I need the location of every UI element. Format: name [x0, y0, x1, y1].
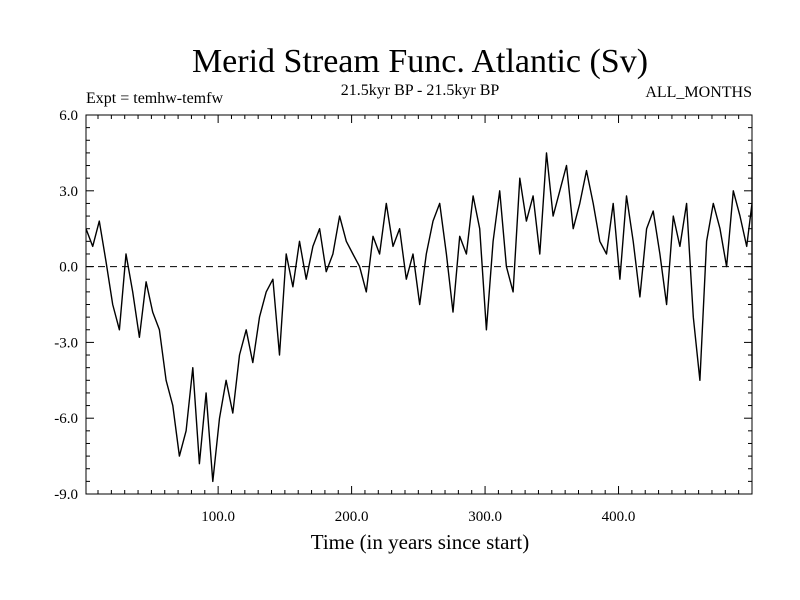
- x-axis-label: Time (in years since start): [311, 530, 530, 554]
- series-line: [85, 152, 753, 483]
- y-tick-label: -3.0: [54, 335, 78, 351]
- y-tick-label: 0.0: [59, 260, 78, 276]
- y-tick-label: 6.0: [59, 108, 78, 124]
- plot-area: -9.0 -6.0 -3.0 0.0 3.0 6.0 100.0 200.0 300.0 400.…: [54, 108, 753, 525]
- x-tick-label: 100.0: [201, 509, 235, 525]
- y-tick-label: -9.0: [54, 487, 78, 503]
- x-tick-label: 300.0: [468, 509, 502, 525]
- months-label: ALL_MONTHS: [645, 84, 752, 101]
- x-tick-label: 200.0: [335, 509, 369, 525]
- time-range-label: 21.5kyr BP - 21.5kyr BP: [341, 82, 500, 99]
- y-tick-label: -6.0: [54, 411, 78, 427]
- chart-title: Merid Stream Func. Atlantic (Sv): [192, 43, 648, 80]
- y-tick-label: 3.0: [59, 184, 78, 200]
- experiment-label: Expt = temhw-temfw: [86, 90, 223, 107]
- x-tick-label: 400.0: [602, 509, 636, 525]
